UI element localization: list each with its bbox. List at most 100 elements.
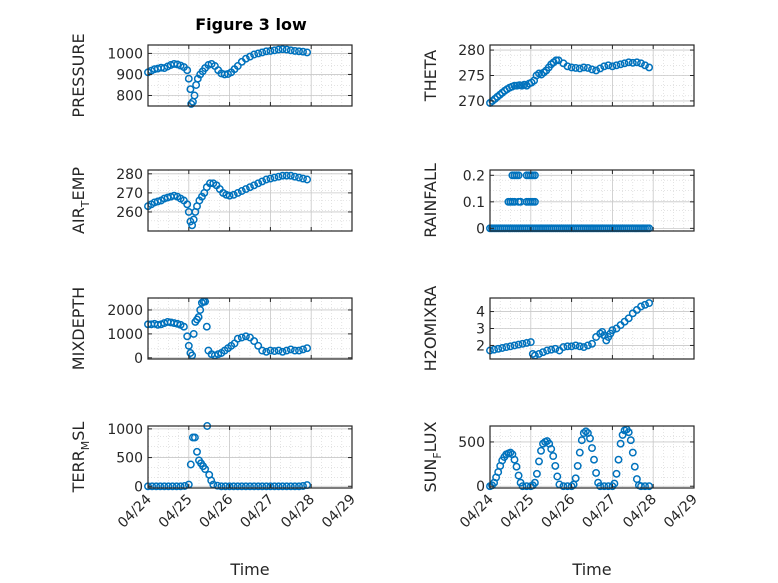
data-point: [229, 482, 238, 491]
data-point: [514, 171, 523, 180]
data-point: [530, 197, 539, 206]
data-point: [246, 482, 254, 491]
data-point: [237, 187, 246, 195]
data-point: [303, 175, 312, 184]
data-point: [266, 482, 275, 491]
data-point: [535, 349, 543, 358]
data-point: [286, 482, 295, 491]
data-point: [506, 448, 515, 457]
data-point: [164, 482, 173, 491]
data-point: [612, 61, 621, 70]
y-axis-label: TERRMSL: [69, 422, 92, 494]
subplot-6: 234 H2OMIXRA: [421, 286, 695, 371]
data-point: [620, 59, 629, 68]
data-point: [616, 60, 625, 69]
y-tick-label: 1000: [107, 46, 143, 62]
data-point: [258, 482, 267, 491]
data-point: [583, 341, 592, 350]
data-point: [645, 482, 654, 491]
data-point: [170, 191, 179, 200]
data-point: [189, 329, 198, 338]
y-axis-label: MIXDEPTH: [69, 287, 88, 370]
y-tick-label: 800: [116, 88, 143, 104]
data-point: [241, 482, 250, 491]
data-point: [600, 62, 609, 71]
data-point: [286, 345, 295, 354]
y-tick-label: 0: [476, 479, 485, 495]
data-point: [537, 446, 545, 455]
y-axis-label: AIRTEMP: [69, 167, 92, 234]
data-point: [530, 171, 539, 180]
data-point: [278, 347, 287, 356]
data-point: [596, 482, 605, 491]
data-point: [551, 344, 560, 353]
data-point: [575, 342, 584, 351]
data-point: [571, 474, 580, 483]
data-point: [290, 482, 299, 491]
data-point: [282, 45, 291, 54]
data-point: [152, 482, 161, 491]
data-point: [274, 482, 283, 491]
data-point: [579, 429, 588, 438]
data-point: [522, 338, 531, 347]
data-point: [567, 63, 576, 72]
data-point: [624, 428, 633, 437]
data-point: [262, 482, 271, 491]
data-point: [295, 482, 303, 491]
data-point: [547, 345, 556, 354]
data-point: [254, 179, 263, 188]
data-point: [186, 460, 195, 469]
data-point: [270, 482, 279, 491]
series-1: [144, 422, 312, 491]
data-point: [196, 306, 205, 314]
data-point: [575, 448, 584, 457]
data-point: [270, 173, 279, 182]
axes-box: [147, 425, 353, 489]
data-point: [637, 302, 645, 311]
data-point: [262, 47, 271, 56]
data-point: [590, 455, 598, 464]
axes-box: [147, 44, 353, 107]
data-point: [168, 482, 177, 491]
data-point: [490, 345, 499, 354]
data-point: [624, 58, 633, 67]
data-point: [641, 300, 649, 309]
data-point: [183, 332, 192, 341]
data-point: [299, 482, 307, 490]
y-tick-label: 0: [134, 479, 143, 495]
data-point: [246, 52, 254, 61]
data-point: [588, 65, 596, 74]
data-point: [290, 46, 299, 55]
y-axis-label: PRESSURE: [69, 33, 88, 117]
data-point: [530, 478, 539, 487]
data-point: [295, 173, 303, 182]
data-point: [222, 190, 231, 199]
data-point: [586, 434, 594, 443]
data-point: [512, 462, 521, 471]
data-point: [190, 91, 199, 100]
y-axis-label: SUNFLUX: [421, 421, 444, 492]
data-point: [156, 482, 165, 491]
data-point: [278, 45, 287, 54]
data-point: [628, 58, 637, 67]
data-point: [201, 465, 210, 474]
data-point: [180, 482, 189, 490]
y-tick-label: 280: [116, 167, 143, 183]
data-point: [608, 62, 617, 71]
data-point: [630, 462, 639, 471]
data-point: [282, 346, 291, 355]
data-point: [510, 341, 519, 350]
y-tick-label: 3: [476, 322, 485, 338]
data-point: [258, 177, 267, 186]
axes-box: [147, 169, 353, 232]
data-point: [567, 342, 576, 351]
data-point: [202, 322, 211, 331]
series-1: [486, 56, 654, 107]
data-point: [559, 343, 568, 352]
series-1: [144, 171, 312, 230]
data-point: [592, 468, 601, 477]
data-point: [637, 482, 645, 491]
data-point: [575, 64, 584, 73]
subplot-5: 0 1000 2000 MIXDEPTH: [69, 287, 353, 370]
series-1: [486, 425, 654, 491]
